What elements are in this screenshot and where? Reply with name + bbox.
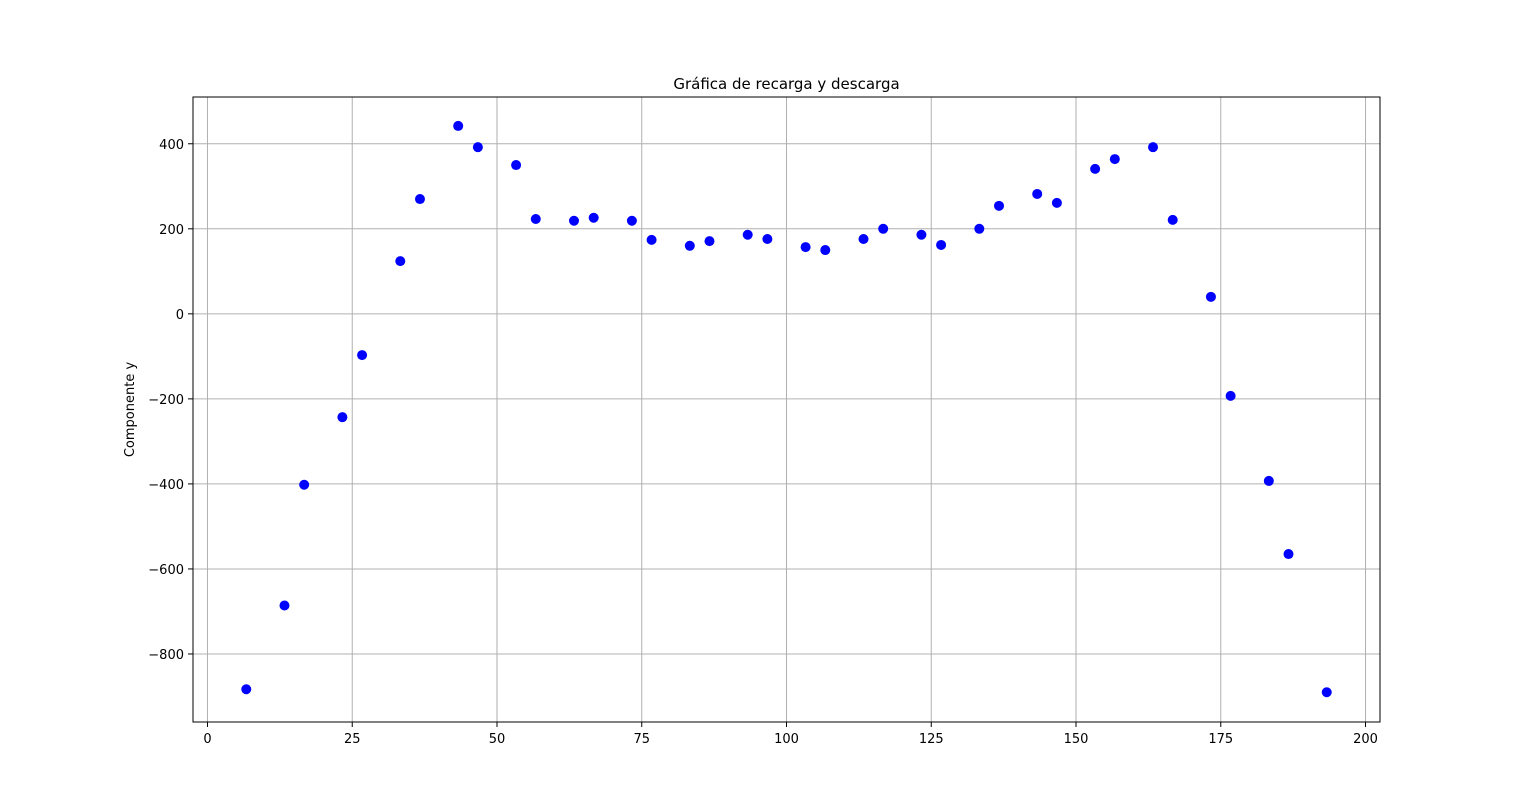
x-tick-label: 75	[633, 732, 650, 747]
data-point	[337, 412, 348, 423]
data-point	[974, 223, 985, 234]
data-point	[1283, 549, 1294, 560]
data-point	[1321, 687, 1332, 698]
data-point	[1167, 214, 1178, 225]
data-point	[357, 350, 368, 361]
data-point	[800, 242, 811, 253]
y-tick-label: −200	[148, 393, 184, 408]
data-point	[395, 256, 406, 267]
grid	[193, 97, 1380, 722]
data-point	[878, 223, 889, 234]
data-points	[241, 120, 1332, 698]
data-point	[1225, 390, 1236, 401]
data-point	[299, 479, 310, 490]
data-point	[453, 120, 464, 131]
x-tick-label: 0	[203, 732, 211, 747]
x-tick-label: 150	[1064, 732, 1089, 747]
data-point	[916, 229, 927, 240]
data-point	[626, 215, 637, 226]
data-point	[568, 215, 579, 226]
y-tick-label: −400	[148, 478, 184, 493]
y-axis-label: Componente y	[123, 362, 138, 458]
y-tick-label: 400	[159, 138, 184, 153]
data-point	[684, 240, 695, 251]
data-point	[742, 229, 753, 240]
data-point	[1032, 188, 1043, 199]
x-tick-label: 125	[919, 732, 944, 747]
y-axis: −800 −600 −400 −200 0 200 400	[148, 138, 193, 663]
data-point	[279, 600, 290, 611]
data-point	[1148, 142, 1159, 153]
data-point	[646, 234, 657, 245]
data-point	[1090, 163, 1101, 174]
x-tick-label: 200	[1353, 732, 1378, 747]
data-point	[820, 245, 831, 256]
data-point	[414, 194, 425, 205]
data-point	[511, 160, 522, 171]
data-point	[1263, 475, 1274, 486]
chart-title: Gráfica de recarga y descarga	[673, 75, 899, 93]
data-point	[241, 684, 252, 695]
data-point	[858, 234, 869, 245]
x-tick-label: 25	[344, 732, 361, 747]
data-point	[1205, 291, 1216, 302]
x-axis: 0 25 50 75 100 125 150 175 200	[203, 722, 1378, 747]
data-point	[1051, 197, 1062, 208]
x-tick-label: 175	[1208, 732, 1233, 747]
data-point	[1109, 154, 1120, 165]
data-point	[994, 200, 1005, 211]
x-tick-label: 100	[774, 732, 799, 747]
data-point	[530, 214, 541, 225]
y-tick-label: −800	[148, 648, 184, 663]
data-point	[762, 234, 773, 245]
y-tick-label: 0	[176, 308, 184, 323]
data-point	[588, 212, 599, 223]
data-point	[704, 236, 715, 247]
y-tick-label: 200	[159, 223, 184, 238]
data-point	[936, 239, 947, 250]
y-tick-label: −600	[148, 563, 184, 578]
data-point	[472, 142, 483, 153]
x-tick-label: 50	[489, 732, 506, 747]
